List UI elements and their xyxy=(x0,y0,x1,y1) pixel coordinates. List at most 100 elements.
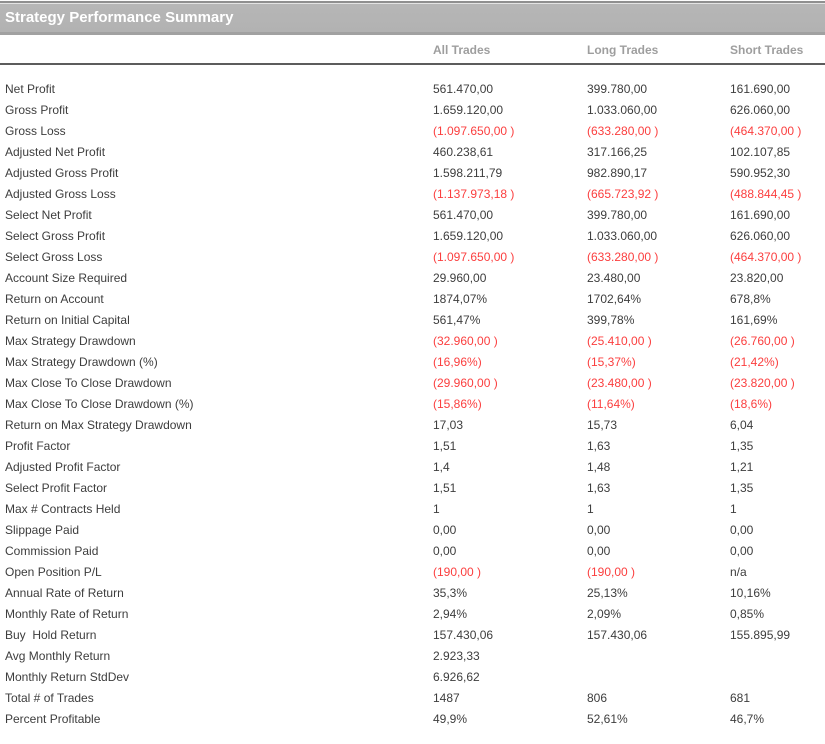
cell-all-trades: 1.659.120,00 xyxy=(433,229,504,243)
cell-short-trades: 155.895,99 xyxy=(730,628,791,642)
table-row: Return on Initial Capital 561,47% 399,78… xyxy=(0,310,825,331)
table-row: Return on Account 1874,07% 1702,64% 678,… xyxy=(0,289,825,310)
cell-all-trades: 0,00 xyxy=(433,544,457,558)
cell-long-trades: 982.890,17 xyxy=(587,166,648,180)
row-label: Adjusted Profit Factor xyxy=(5,460,121,474)
cell-long-trades: 806 xyxy=(587,691,608,705)
cell-short-trades: 678,8% xyxy=(730,292,771,306)
row-label: Adjusted Gross Loss xyxy=(5,187,116,201)
cell-all-trades: 460.238,61 xyxy=(433,145,494,159)
row-label: Return on Account xyxy=(5,292,104,306)
cell-all-trades: 1 xyxy=(433,502,440,516)
row-label: Max # Contracts Held xyxy=(5,502,121,516)
cell-all-trades: 1487 xyxy=(433,691,460,705)
row-label: Select Profit Factor xyxy=(5,481,108,495)
cell-long-trades: 1.033.060,00 xyxy=(587,103,658,117)
cell-long-trades: 317.166,25 xyxy=(587,145,648,159)
row-label: Annual Rate of Return xyxy=(5,586,124,600)
cell-all-trades: 1.659.120,00 xyxy=(433,103,504,117)
row-label: Total # of Trades xyxy=(5,691,94,705)
cell-short-trades: (26.760,00 ) xyxy=(730,334,795,348)
summary-title-bar: Strategy Performance Summary xyxy=(0,0,825,35)
page-title: Strategy Performance Summary xyxy=(5,9,234,26)
table-row: Profit Factor 1,51 1,63 1,35 xyxy=(0,436,825,457)
table-row: Monthly Return StdDev 6.926,62 xyxy=(0,667,825,688)
cell-short-trades xyxy=(730,667,825,688)
table-row: Adjusted Profit Factor 1,4 1,48 1,21 xyxy=(0,457,825,478)
row-label: Percent Profitable xyxy=(5,712,101,726)
table-row: Select Net Profit 561.470,00 399.780,00 … xyxy=(0,205,825,226)
row-label: Avg Monthly Return xyxy=(5,649,111,663)
row-label: Gross Profit xyxy=(5,103,69,117)
cell-short-trades: 1,35 xyxy=(730,439,754,453)
cell-long-trades: 157.430,06 xyxy=(587,628,648,642)
cell-short-trades: 1 xyxy=(730,502,737,516)
cell-all-trades: (190,00 ) xyxy=(433,565,482,579)
row-label: Return on Initial Capital xyxy=(5,313,130,327)
table-row: Return on Max Strategy Drawdown 17,03 15… xyxy=(0,415,825,436)
row-label: Buy Hold Return xyxy=(5,628,97,642)
cell-short-trades: 46,7% xyxy=(730,712,765,726)
row-label: Select Gross Profit xyxy=(5,229,106,243)
cell-short-trades: 0,00 xyxy=(730,544,754,558)
cell-all-trades: (32.960,00 ) xyxy=(433,334,498,348)
row-label: Select Gross Loss xyxy=(5,250,103,264)
cell-all-trades: (1.097.650,00 ) xyxy=(433,250,515,264)
cell-all-trades: 29.960,00 xyxy=(433,271,487,285)
cell-short-trades: (464.370,00 ) xyxy=(730,124,802,138)
cell-all-trades: 1,51 xyxy=(433,481,457,495)
row-label: Max Close To Close Drawdown (%) xyxy=(5,397,194,411)
table-row: Max Close To Close Drawdown (29.960,00 )… xyxy=(0,373,825,394)
row-label: Max Strategy Drawdown xyxy=(5,334,136,348)
cell-all-trades: 1,4 xyxy=(433,460,450,474)
table-row: Adjusted Net Profit 460.238,61 317.166,2… xyxy=(0,142,825,163)
cell-all-trades: 2.923,33 xyxy=(433,649,480,663)
row-label: Net Profit xyxy=(5,82,56,96)
table-row: Open Position P/L (190,00 ) (190,00 ) n/… xyxy=(0,562,825,583)
cell-short-trades: (18,6%) xyxy=(730,397,773,411)
cell-long-trades: 1,48 xyxy=(587,460,611,474)
cell-all-trades: 1.598.211,79 xyxy=(433,166,503,180)
cell-long-trades: 399.780,00 xyxy=(587,208,648,222)
table-row: Annual Rate of Return 35,3% 25,13% 10,16… xyxy=(0,583,825,604)
cell-long-trades: (633.280,00 ) xyxy=(587,250,659,264)
cell-short-trades: n/a xyxy=(730,565,747,579)
table-row: Select Gross Profit 1.659.120,00 1.033.0… xyxy=(0,226,825,247)
cell-all-trades: (29.960,00 ) xyxy=(433,376,498,390)
cell-long-trades: 399,78% xyxy=(587,313,635,327)
cell-long-trades: 23.480,00 xyxy=(587,271,641,285)
table-row: Account Size Required 29.960,00 23.480,0… xyxy=(0,268,825,289)
cell-all-trades: 49,9% xyxy=(433,712,468,726)
cell-short-trades: 161,69% xyxy=(730,313,778,327)
cell-long-trades: 0,00 xyxy=(587,544,611,558)
cell-all-trades: 561.470,00 xyxy=(433,82,494,96)
cell-short-trades: 102.107,85 xyxy=(730,145,791,159)
cell-short-trades: 6,04 xyxy=(730,418,754,432)
table-row: Total # of Trades 1487 806 681 xyxy=(0,688,825,709)
cell-short-trades: 23.820,00 xyxy=(730,271,784,285)
row-label: Profit Factor xyxy=(5,439,71,453)
row-label: Return on Max Strategy Drawdown xyxy=(5,418,192,432)
cell-all-trades: 561,47% xyxy=(433,313,481,327)
table-body: Net Profit 561.470,00 399.780,00 161.690… xyxy=(0,65,825,730)
cell-long-trades: (190,00 ) xyxy=(587,565,636,579)
table-row: Select Profit Factor 1,51 1,63 1,35 xyxy=(0,478,825,499)
cell-short-trades: 161.690,00 xyxy=(730,208,791,222)
column-header-long-trades: Long Trades xyxy=(587,43,659,57)
row-label: Max Strategy Drawdown (%) xyxy=(5,355,158,369)
cell-long-trades xyxy=(587,646,730,667)
table-row: Percent Profitable 49,9% 52,61% 46,7% xyxy=(0,709,825,730)
row-label-column-header xyxy=(0,57,433,63)
cell-all-trades: 1874,07% xyxy=(433,292,488,306)
row-label: Select Net Profit xyxy=(5,208,92,222)
cell-short-trades: 626.060,00 xyxy=(730,229,791,243)
cell-short-trades: 0,00 xyxy=(730,523,754,537)
cell-short-trades: (23.820,00 ) xyxy=(730,376,795,390)
cell-short-trades: 161.690,00 xyxy=(730,82,791,96)
table-row: Monthly Rate of Return 2,94% 2,09% 0,85% xyxy=(0,604,825,625)
cell-all-trades: (1.097.650,00 ) xyxy=(433,124,515,138)
row-label: Gross Loss xyxy=(5,124,66,138)
table-row: Max Strategy Drawdown (%) (16,96%) (15,3… xyxy=(0,352,825,373)
cell-short-trades: (488.844,45 ) xyxy=(730,187,802,201)
